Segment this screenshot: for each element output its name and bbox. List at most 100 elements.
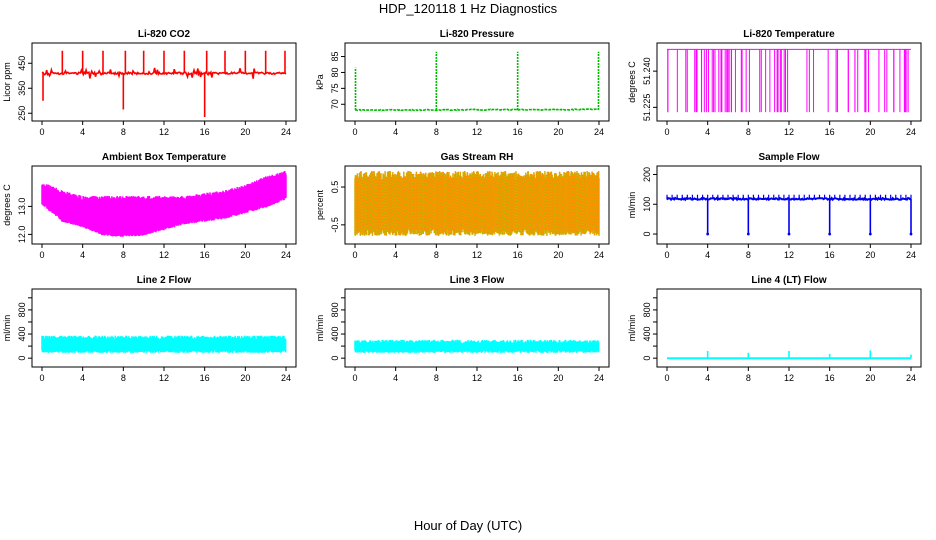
y-tick-label: 800 <box>17 302 27 317</box>
plot-frame <box>344 288 610 368</box>
y-tick-label: 0.5 <box>330 181 340 194</box>
x-tick-label: 24 <box>906 373 916 383</box>
x-tick-label: 24 <box>281 127 291 137</box>
x-tick-label: 16 <box>825 250 835 260</box>
x-tick-label: 8 <box>121 373 126 383</box>
panel-4: Gas Stream RH percent 0 4 8 12 16 20 24 -0.5 0.5 <box>315 152 610 260</box>
x-tick-label: 16 <box>200 250 210 260</box>
y-tick-label: -0.5 <box>330 217 340 233</box>
x-tick-label: 20 <box>865 373 875 383</box>
x-tick-label: 8 <box>434 373 439 383</box>
x-tick-label: 12 <box>472 373 482 383</box>
panel-0: Li-820 CO2 Licor ppm 0 4 8 12 16 20 24 250 350 450 <box>2 29 297 137</box>
figure-title: HDP_120118 1 Hz Diagnostics <box>378 1 558 16</box>
panel-5: Sample Flow ml/min 0 4 8 12 16 20 24 0 100 200 <box>627 152 922 260</box>
x-tick-label: 4 <box>80 373 85 383</box>
x-tick-label: 4 <box>80 250 85 260</box>
panel-1: Li-820 Pressure kPa 0 4 8 12 16 20 24 70 75 80 85 <box>315 29 610 137</box>
x-tick-label: 0 <box>664 127 669 137</box>
y-tick-label: 400 <box>17 327 27 342</box>
y-tick-label: 400 <box>330 327 340 342</box>
x-tick-label: 4 <box>393 250 398 260</box>
y-axis-label: ml/min <box>627 315 637 342</box>
band-series-fill <box>41 171 287 237</box>
y-tick-label: 350 <box>17 81 27 96</box>
x-tick-label: 0 <box>39 127 44 137</box>
flow-dip-point <box>909 232 913 236</box>
x-tick-label: 12 <box>472 250 482 260</box>
panel-3: Ambient Box Temperature degrees C 0 4 8 12 16 2… <box>2 152 297 260</box>
x-tick-label: 24 <box>281 373 291 383</box>
y-tick-label: 250 <box>17 106 27 121</box>
x-tick-label: 12 <box>784 127 794 137</box>
x-tick-label: 20 <box>240 250 250 260</box>
y-axis-label: degrees C <box>627 61 637 103</box>
y-tick-label: 400 <box>642 327 652 342</box>
x-tick-label: 0 <box>352 127 357 137</box>
y-axis-label: ml/min <box>627 192 637 219</box>
x-tick-label: 8 <box>121 250 126 260</box>
x-tick-label: 20 <box>865 250 875 260</box>
x-tick-label: 0 <box>352 250 357 260</box>
x-tick-label: 20 <box>240 373 250 383</box>
flow-dip-point <box>706 232 710 236</box>
x-tick-label: 20 <box>240 127 250 137</box>
x-tick-label: 8 <box>121 127 126 137</box>
panel-7: Line 3 Flow ml/min 0 4 8 12 16 20 24 0 400 800 <box>315 275 610 383</box>
band-series-fill <box>41 335 287 353</box>
x-tick-label: 20 <box>553 373 563 383</box>
y-tick-label: 450 <box>17 56 27 71</box>
y-tick-label: 800 <box>642 302 652 317</box>
y-tick-label: 100 <box>642 197 652 212</box>
y-axis-label: percent <box>315 189 325 220</box>
panel-2: Li-820 Temperature degrees C 0 4 8 12 16 20 24 51… <box>627 29 922 137</box>
y-axis-label: degrees C <box>2 184 12 226</box>
x-tick-label: 16 <box>513 127 523 137</box>
x-tick-label: 0 <box>664 373 669 383</box>
x-tick-label: 16 <box>825 127 835 137</box>
x-tick-label: 24 <box>594 127 604 137</box>
x-tick-label: 12 <box>784 373 794 383</box>
flow-dip-point <box>787 232 791 236</box>
panel-title: Gas Stream RH <box>441 152 514 163</box>
y-tick-label: 0 <box>330 356 340 361</box>
x-tick-label: 0 <box>39 250 44 260</box>
panel-title: Line 3 Flow <box>450 275 505 286</box>
plot-frame <box>31 288 297 368</box>
y-axis-label: kPa <box>315 74 325 90</box>
y-tick-label: 75 <box>330 83 340 93</box>
x-tick-label: 20 <box>553 127 563 137</box>
y-tick-label: 0 <box>642 356 652 361</box>
x-axis-title: Hour of Day (UTC) <box>413 518 523 533</box>
x-tick-label: 4 <box>393 373 398 383</box>
panel-title: Ambient Box Temperature <box>102 152 227 163</box>
panel-title: Sample Flow <box>758 152 819 163</box>
x-tick-label: 16 <box>200 127 210 137</box>
x-tick-label: 20 <box>865 127 875 137</box>
y-tick-label: 800 <box>330 302 340 317</box>
x-tick-label: 8 <box>746 127 751 137</box>
y-tick-label: 85 <box>330 52 340 62</box>
panel-8: Line 4 (LT) Flow ml/min 0 4 8 12 16 20 24 0 400 800 <box>627 275 922 383</box>
x-tick-label: 24 <box>594 373 604 383</box>
y-axis-label: ml/min <box>315 315 325 342</box>
y-tick-label: 12.0 <box>17 226 27 244</box>
x-tick-label: 16 <box>825 373 835 383</box>
x-tick-label: 16 <box>513 373 523 383</box>
x-tick-label: 12 <box>472 127 482 137</box>
panel-title: Li-820 Temperature <box>743 29 835 40</box>
x-tick-label: 12 <box>159 373 169 383</box>
y-tick-label: 51.240 <box>642 57 652 85</box>
y-tick-label: 13.0 <box>17 198 27 216</box>
x-tick-label: 12 <box>784 250 794 260</box>
band-series-fill <box>354 339 600 353</box>
x-tick-label: 16 <box>200 373 210 383</box>
x-tick-label: 8 <box>746 250 751 260</box>
y-tick-label: 0 <box>17 356 27 361</box>
y-tick-label: 0 <box>642 232 652 237</box>
x-tick-label: 16 <box>513 250 523 260</box>
flow-dip-point <box>746 232 750 236</box>
x-tick-label: 8 <box>746 373 751 383</box>
panel-title: Line 2 Flow <box>137 275 192 286</box>
